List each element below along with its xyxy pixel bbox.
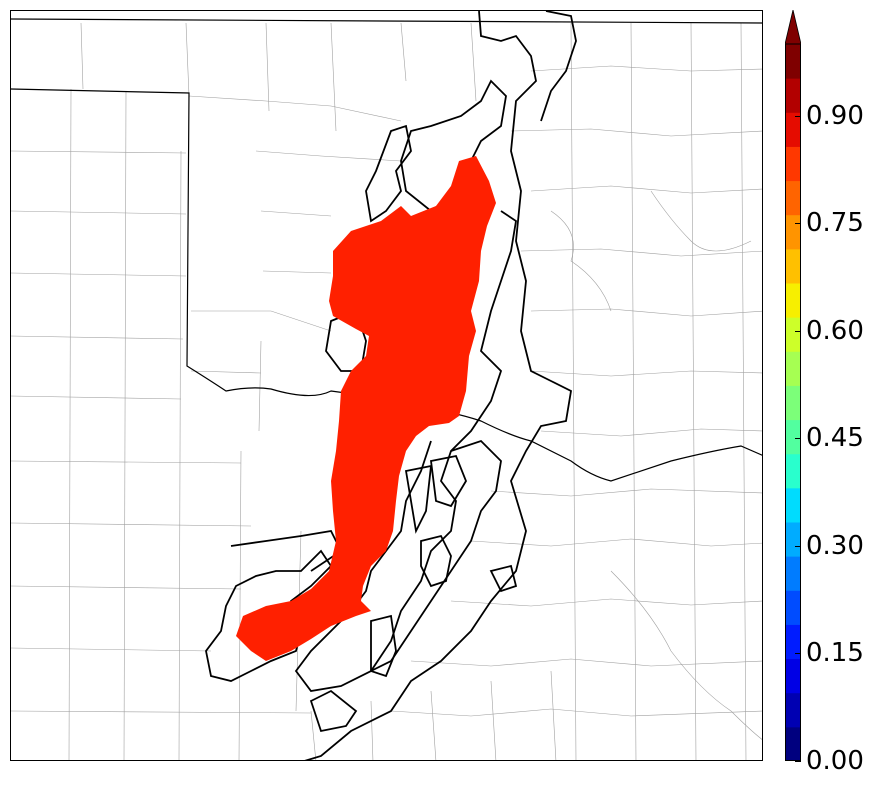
- colorbar-segment: [785, 44, 801, 79]
- colorbar-segment: [785, 522, 801, 557]
- colorbar-border: [785, 43, 801, 761]
- colorbar-tick-label: 0.60: [806, 315, 864, 346]
- colorbar-tick-mark: [795, 115, 801, 117]
- colorbar-segment: [785, 248, 801, 284]
- colorbar-segment: [785, 112, 801, 147]
- colorbar-tick-label: 0.30: [806, 530, 864, 561]
- colorbar-segment: [785, 419, 801, 455]
- probability-fill: [236, 156, 496, 661]
- ensemble-contours: [205, 11, 577, 760]
- colorbar-segment: [785, 590, 801, 625]
- probability-map: [10, 10, 763, 761]
- colorbar-tick-label: 0.90: [806, 100, 864, 131]
- colorbar-segment: [785, 692, 801, 728]
- colorbar-tick-label: 0.45: [806, 423, 864, 454]
- colorbar-tick-label: 0.75: [806, 208, 864, 239]
- colorbar-segment: [785, 658, 801, 694]
- colorbar-tick-mark: [795, 545, 801, 547]
- colorbar-segment: [785, 624, 801, 660]
- colorbar-tick-label: 0.00: [806, 746, 864, 776]
- colorbar-segment: [785, 556, 801, 591]
- colorbar-segment: [785, 317, 801, 352]
- colorbar-segment: [785, 214, 801, 250]
- colorbar-segment: [785, 180, 801, 216]
- colorbar-tick-mark: [795, 761, 801, 762]
- colorbar-tick-mark: [795, 223, 801, 225]
- colorbar-segment: [785, 487, 801, 523]
- colorbar-segment: [785, 385, 801, 421]
- colorbar-segment: [785, 726, 801, 761]
- colorbar-segment: [785, 283, 801, 318]
- colorbar-segment: [785, 453, 801, 489]
- colorbar-tick-mark: [795, 330, 801, 332]
- colorbar: [785, 10, 801, 761]
- colorbar-segment: [785, 78, 801, 113]
- colorbar-tick-mark: [795, 653, 801, 655]
- county-boundaries: [11, 22, 762, 760]
- colorbar-tick-label: 0.15: [806, 638, 864, 669]
- colorbar-segment: [785, 146, 801, 182]
- colorbar-extend-arrow: [785, 10, 801, 45]
- map-canvas: [11, 11, 762, 760]
- colorbar-segment: [785, 351, 801, 386]
- colorbar-tick-mark: [795, 438, 801, 440]
